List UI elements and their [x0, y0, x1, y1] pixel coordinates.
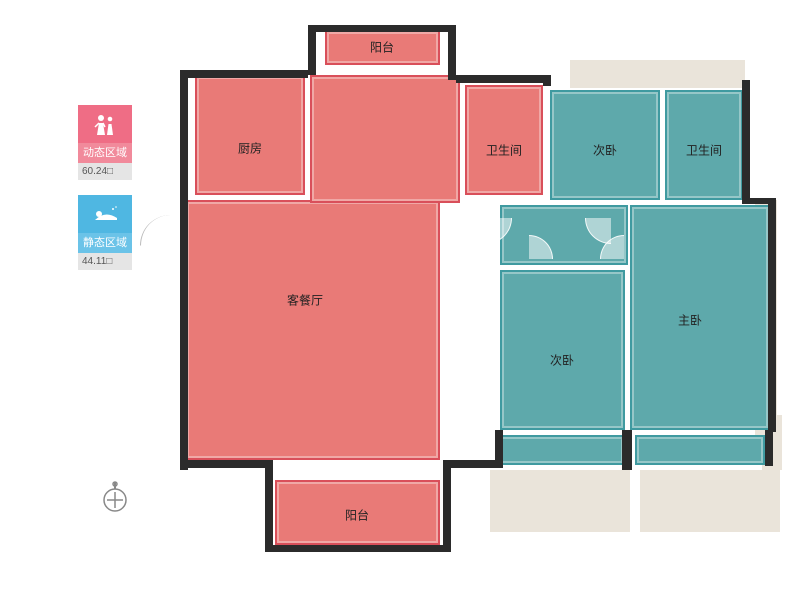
wall	[448, 25, 456, 80]
legend-static-title: 静态区域	[78, 233, 132, 253]
wall	[180, 70, 308, 78]
wall	[622, 430, 632, 470]
legend-static-value: 44.11□	[78, 253, 132, 270]
wall	[456, 75, 551, 83]
room-label: 客餐厅	[287, 292, 323, 309]
room-次卧	[500, 270, 625, 430]
room-卫生间	[465, 85, 543, 195]
wall	[443, 460, 503, 468]
balcony-shadow	[570, 60, 745, 88]
legend-static: 静态区域 44.11□	[78, 195, 132, 270]
legend-dynamic: 动态区域 60.24□	[78, 105, 132, 180]
room-label: 次卧	[593, 142, 617, 159]
wall	[742, 198, 776, 204]
wall	[265, 460, 273, 552]
floor-plan: 阳台厨房客餐厅卫生间阳台次卧卫生间次卧主卧	[170, 20, 780, 580]
legend-dynamic-value: 60.24□	[78, 163, 132, 180]
wall	[308, 25, 316, 75]
room-客餐厅	[185, 200, 440, 460]
room-bay-right	[635, 435, 765, 465]
wall	[316, 25, 451, 32]
wall	[543, 78, 551, 86]
balcony-shadow	[640, 470, 780, 532]
room-厨房	[195, 75, 305, 195]
sleep-icon	[78, 195, 132, 233]
door-arc	[460, 192, 512, 244]
room-客餐厅上	[310, 75, 460, 203]
wall	[180, 460, 270, 468]
room-label: 主卧	[678, 312, 702, 329]
wall	[495, 430, 503, 468]
wall	[180, 70, 188, 470]
room-label: 阳台	[370, 39, 394, 56]
room-bay-left	[495, 435, 625, 465]
people-icon	[78, 105, 132, 143]
compass-icon	[100, 480, 130, 510]
room-label: 厨房	[238, 140, 262, 157]
legend-dynamic-title: 动态区域	[78, 143, 132, 163]
wall	[443, 460, 451, 552]
room-label: 卫生间	[686, 142, 722, 159]
wall	[742, 80, 750, 200]
room-label: 次卧	[550, 352, 574, 369]
wall	[768, 200, 776, 432]
room-label: 阳台	[345, 507, 369, 524]
room-label: 卫生间	[486, 142, 522, 159]
wall	[265, 545, 450, 552]
wall	[765, 430, 773, 466]
balcony-shadow	[490, 470, 630, 532]
